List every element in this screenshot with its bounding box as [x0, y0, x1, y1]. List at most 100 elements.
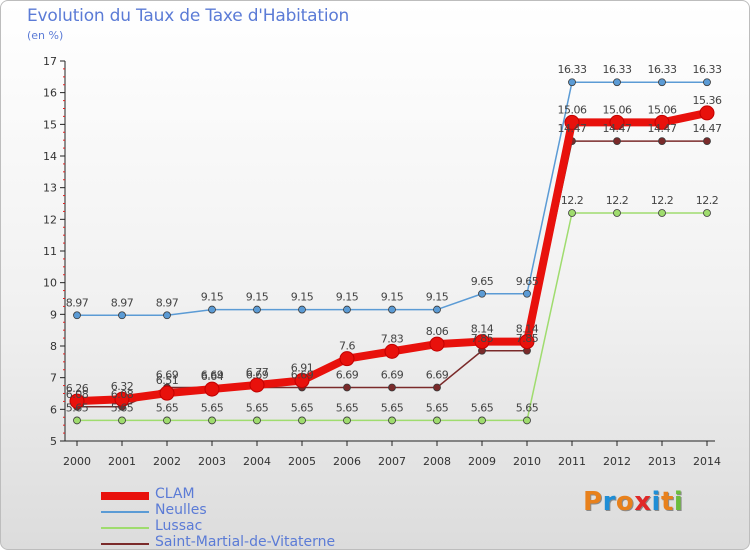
- legend-label-neulles: Neulles: [155, 502, 207, 518]
- legend-swatch-saint-martial: [101, 543, 149, 545]
- data-point-clam: [384, 343, 400, 359]
- data-point-clam: [294, 373, 310, 389]
- x-tick-label: 2011: [558, 455, 586, 468]
- legend-label-clam: CLAM: [155, 486, 195, 502]
- data-label-clam: 15.06: [648, 103, 677, 116]
- data-label-clam: 15.36: [693, 94, 722, 107]
- data-point-clam: [249, 377, 265, 393]
- x-tick-label: 2005: [288, 455, 316, 468]
- data-label-saint-martial: 6.69: [381, 368, 404, 381]
- data-point-neulles: [613, 78, 621, 87]
- data-label-saint-martial: 6.69: [291, 368, 314, 381]
- data-point-clam: [564, 114, 580, 130]
- y-tick-label: 16: [43, 87, 57, 100]
- y-tick-label: 5: [50, 435, 57, 448]
- data-label-saint-martial: 6.69: [156, 368, 179, 381]
- logo-letter: i: [651, 487, 661, 517]
- data-label-lussac: 5.65: [291, 401, 314, 414]
- chart-subtitle: (en %): [27, 29, 64, 42]
- data-label-neulles: 9.15: [201, 291, 224, 304]
- data-point-saint-martial: [388, 383, 396, 392]
- data-point-saint-martial: [703, 137, 711, 146]
- data-point-neulles: [253, 305, 261, 314]
- data-point-neulles: [388, 305, 396, 314]
- data-label-lussac: 5.65: [381, 401, 404, 414]
- logo-letter: x: [634, 487, 652, 517]
- x-tick-label: 2000: [63, 455, 91, 468]
- logo-letter: o: [615, 487, 635, 517]
- legend-item-lussac: Lussac: [101, 518, 441, 536]
- data-label-clam: 6.26: [66, 382, 89, 395]
- data-point-neulles: [118, 311, 126, 320]
- data-point-lussac: [658, 209, 666, 217]
- data-label-lussac: 5.65: [471, 401, 494, 414]
- logo-letter: r: [602, 487, 616, 517]
- data-label-clam: 6.91: [291, 362, 314, 375]
- data-point-neulles: [343, 305, 351, 314]
- data-point-neulles: [433, 305, 441, 314]
- data-label-lussac: 5.65: [426, 401, 449, 414]
- legend-swatch-lussac: [101, 527, 149, 529]
- y-tick-label: 8: [50, 340, 57, 353]
- y-tick-label: 9: [50, 308, 57, 321]
- chart-title: Evolution du Taux de Taxe d'Habitation: [27, 6, 350, 26]
- data-label-neulles: 16.33: [603, 63, 632, 76]
- data-label-neulles: 16.33: [693, 63, 722, 76]
- data-label-saint-martial: 6.08: [66, 388, 89, 401]
- data-label-clam: 6.32: [111, 380, 134, 393]
- data-label-lussac: 5.65: [201, 401, 224, 414]
- data-point-clam: [69, 393, 85, 409]
- x-tick-label: 2002: [153, 455, 181, 468]
- data-label-clam: 6.77: [246, 366, 269, 379]
- x-tick-label: 2004: [243, 455, 271, 468]
- data-label-saint-martial: 6.69: [336, 368, 359, 381]
- data-point-clam: [519, 334, 535, 350]
- data-point-lussac: [388, 416, 396, 425]
- data-label-lussac: 5.65: [516, 401, 539, 414]
- data-label-lussac: 12.2: [561, 194, 584, 207]
- data-point-neulles: [703, 78, 711, 87]
- y-tick-label: 15: [43, 118, 57, 131]
- logo-letter: P: [583, 487, 603, 517]
- data-label-lussac: 5.65: [336, 401, 359, 414]
- legend-label-lussac: Lussac: [155, 518, 203, 534]
- data-label-clam: 7.83: [381, 332, 404, 345]
- data-label-clam: 15.06: [603, 103, 632, 116]
- data-point-clam: [474, 334, 490, 350]
- data-point-neulles: [658, 78, 666, 87]
- data-point-lussac: [433, 416, 441, 425]
- data-label-neulles: 16.33: [648, 63, 677, 76]
- data-point-lussac: [253, 416, 261, 425]
- data-point-saint-martial: [658, 137, 666, 146]
- legend: CLAM Neulles Lussac Saint-Martial-de-Vit…: [101, 485, 441, 549]
- data-point-clam: [204, 381, 220, 397]
- data-label-saint-martial: 14.47: [693, 122, 722, 135]
- data-point-saint-martial: [343, 383, 351, 392]
- data-point-neulles: [208, 305, 216, 314]
- data-point-lussac: [613, 209, 621, 217]
- data-point-neulles: [163, 311, 171, 320]
- y-tick-label: 13: [43, 182, 57, 195]
- data-point-lussac: [208, 416, 216, 425]
- data-label-clam: 6.64: [201, 370, 224, 383]
- data-point-lussac: [703, 209, 711, 217]
- data-label-saint-martial: 6.69: [246, 368, 269, 381]
- data-point-clam: [159, 385, 175, 401]
- x-tick-label: 2009: [468, 455, 496, 468]
- x-tick-label: 2014: [693, 455, 721, 468]
- data-label-neulles: 9.15: [336, 291, 359, 304]
- data-label-clam: 15.06: [558, 103, 587, 116]
- y-tick-label: 10: [43, 277, 57, 290]
- data-point-lussac: [163, 416, 171, 425]
- y-tick-label: 14: [43, 150, 57, 163]
- data-label-neulles: 9.65: [516, 275, 539, 288]
- series-line-saint-martial: [76, 140, 708, 408]
- y-tick-label: 7: [50, 372, 57, 385]
- y-tick-label: 17: [43, 55, 57, 68]
- data-label-neulles: 8.97: [111, 296, 134, 309]
- data-point-clam: [699, 105, 715, 121]
- y-tick-label: 11: [43, 245, 57, 258]
- x-tick-label: 2007: [378, 455, 406, 468]
